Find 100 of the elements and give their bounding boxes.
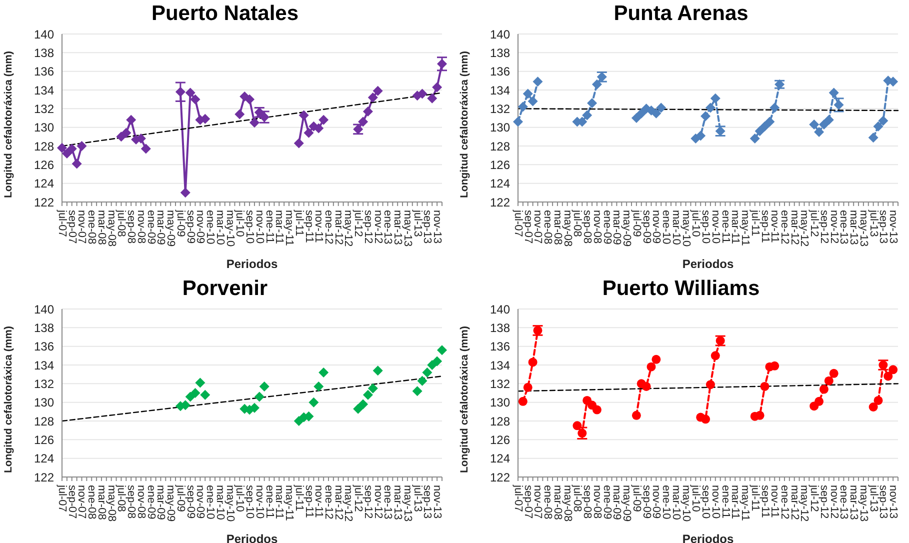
x-tick-label: sep-11 (302, 210, 315, 243)
point (705, 102, 716, 113)
point (770, 360, 780, 370)
point (368, 92, 378, 102)
point (417, 88, 428, 99)
point (362, 389, 373, 400)
x-tick-label: jul-07 (512, 484, 524, 512)
y-tick-label: 126 (490, 432, 510, 446)
y-tick-label: 132 (490, 102, 510, 116)
y-tick-label: 136 (34, 339, 54, 354)
x-tick-label: ene-12 (322, 210, 334, 244)
point (62, 148, 72, 158)
x-tick-label: nov-10 (709, 484, 722, 518)
point (304, 128, 314, 138)
x-tick-label: nov-10 (253, 210, 266, 244)
point (140, 144, 151, 154)
point (754, 126, 765, 136)
x-tick-label: ene-10 (660, 484, 672, 519)
y-tick-label: 130 (490, 395, 510, 410)
y-tick-label: 122 (34, 470, 54, 484)
point (432, 82, 442, 92)
y-tick-label: 124 (490, 176, 510, 191)
x-tick-label: may-09 (620, 210, 633, 247)
x-tick-label: may-13 (857, 484, 870, 522)
x-tick-label: jul-07 (512, 209, 524, 237)
x-tick-label: ene-08 (542, 210, 554, 244)
x-axis-title: Periodos (682, 257, 734, 271)
point (318, 114, 329, 125)
x-tick-label: ene-11 (263, 210, 276, 244)
x-tick-label: sep-08 (581, 210, 594, 244)
x-tick-label: nov-12 (372, 210, 384, 244)
y-tick-label: 122 (34, 195, 54, 210)
x-tick-label: ene-08 (86, 210, 98, 244)
point (523, 382, 532, 392)
y-tick-label: 140 (490, 27, 510, 42)
point (518, 102, 528, 112)
x-tick-label: sep-13 (877, 210, 890, 244)
y-tick-label: 122 (490, 195, 510, 210)
point (234, 109, 245, 120)
x-tick-label: nov-07 (76, 484, 88, 518)
x-tick-label: sep-12 (818, 210, 830, 244)
x-tick-label: nov-09 (194, 484, 206, 518)
point (175, 86, 186, 97)
x-tick-label: sep-10 (244, 484, 256, 518)
y-axis-title: Longitud cefalotoráxica (mm) (2, 325, 15, 472)
y-tick-label: 122 (490, 470, 510, 484)
x-tick-label: nov-08 (134, 210, 147, 244)
x-tick-label: may-10 (224, 484, 236, 522)
point (770, 102, 780, 113)
y-tick-label: 132 (34, 376, 54, 390)
point (760, 121, 770, 132)
y-tick-label: 126 (34, 432, 54, 446)
point (710, 350, 720, 360)
x-tick-label: ene-09 (144, 484, 157, 519)
point (190, 94, 200, 104)
chart-title: Puerto Natales (150, 1, 300, 27)
point (532, 76, 543, 87)
x-tick-label: ene-08 (542, 484, 554, 519)
x-tick-label: ene-12 (778, 484, 790, 519)
point (76, 141, 87, 151)
x-tick-label: mar-12 (332, 484, 344, 520)
point (314, 380, 324, 391)
x-tick-label: nov-08 (134, 484, 147, 518)
point (696, 130, 706, 141)
point (362, 106, 373, 116)
y-tick-label: 140 (490, 302, 510, 316)
point (706, 380, 715, 389)
point (652, 354, 661, 364)
point (656, 102, 666, 113)
point (422, 366, 432, 377)
x-tick-label: ene-11 (719, 210, 732, 244)
x-tick-label: mar-13 (392, 210, 404, 245)
point (358, 116, 368, 127)
x-tick-label: sep-10 (244, 210, 256, 244)
x-tick-label: mar-08 (551, 210, 564, 245)
point (518, 396, 528, 406)
x-tick-label: sep-11 (758, 484, 771, 518)
y-tick-label: 138 (34, 46, 54, 60)
x-tick-label: nov-09 (650, 484, 662, 518)
x-tick-label: mar-09 (610, 484, 623, 520)
x-tick-label: jul-09 (174, 484, 186, 512)
x-tick-label: may-13 (401, 484, 414, 522)
x-tick-label: nov-08 (590, 484, 603, 518)
x-tick-label: jul-11 (748, 209, 761, 236)
point (308, 396, 319, 407)
point (254, 107, 264, 118)
x-tick-label: sep-13 (421, 484, 434, 518)
point (432, 356, 442, 366)
x-tick-label: sep-09 (184, 484, 196, 518)
y-tick-label: 132 (490, 376, 510, 390)
point (632, 410, 641, 420)
point (522, 88, 533, 99)
x-tick-label: jul-12 (808, 209, 820, 237)
point (636, 108, 646, 118)
x-tick-label: may-11 (283, 210, 296, 246)
point (528, 357, 538, 366)
point (651, 108, 662, 118)
y-tick-label: 136 (490, 64, 510, 79)
x-tick-label: may-10 (224, 210, 236, 247)
point (372, 365, 383, 376)
